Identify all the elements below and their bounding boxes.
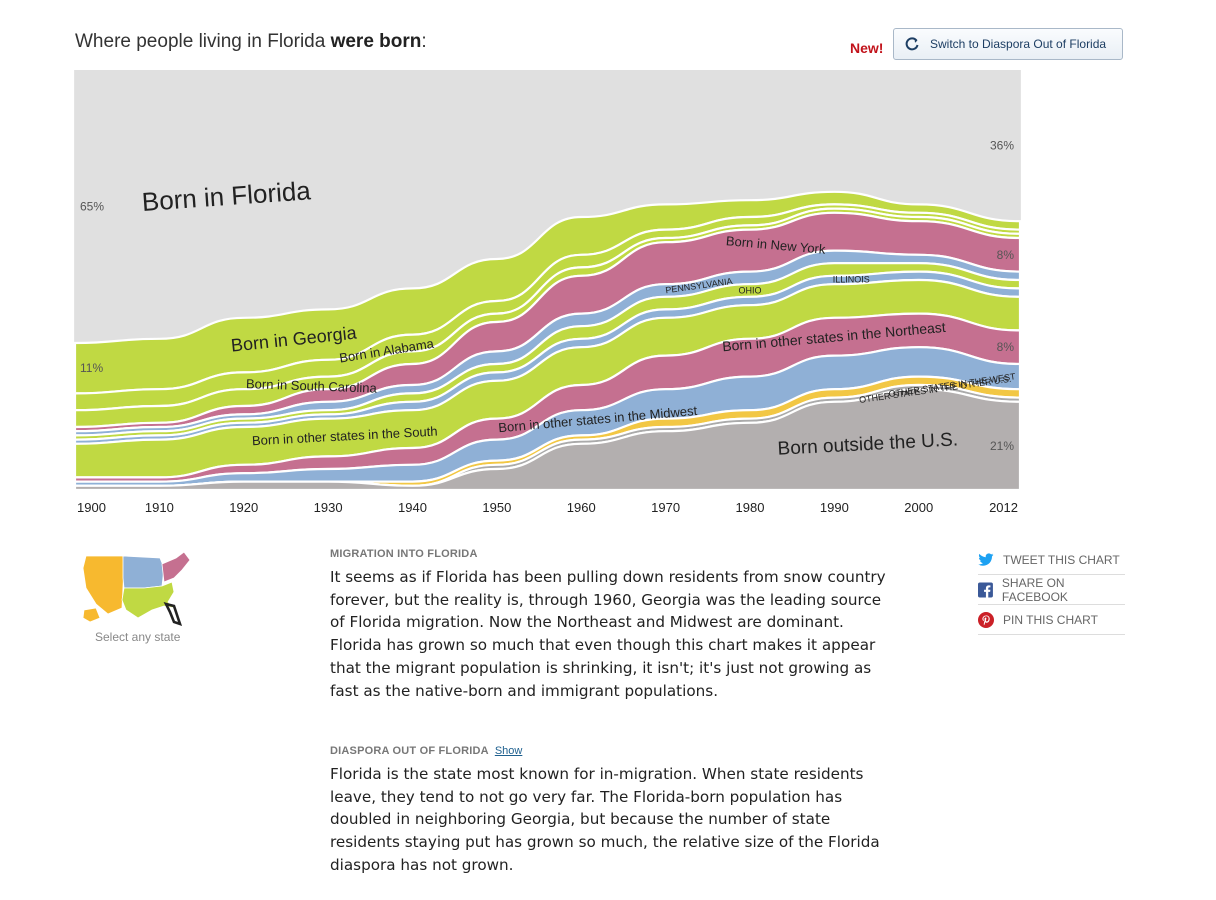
facebook-icon	[978, 582, 993, 597]
annotation-new-york-2012: 8%	[997, 248, 1015, 262]
migration-heading: MIGRATION INTO FLORIDA	[330, 548, 478, 560]
diaspora-heading: DIASPORA OUT OF FLORIDA Show	[330, 745, 522, 757]
map-region-west[interactable]	[82, 555, 125, 615]
title-prefix: Where people living in Florida	[75, 31, 331, 52]
tweet-chart-label: TWEET THIS CHART	[1003, 552, 1120, 567]
state-selector-map[interactable]	[78, 548, 198, 628]
tweet-chart-link[interactable]: TWEET THIS CHART	[978, 545, 1125, 575]
x-tick-label: 1910	[145, 500, 174, 515]
map-region-alaska[interactable]	[82, 607, 101, 623]
x-tick-label: 1900	[77, 500, 106, 515]
diaspora-show-link[interactable]: Show	[494, 745, 523, 757]
title-suffix: :	[421, 31, 427, 52]
x-tick-label: 2012	[989, 500, 1018, 515]
series-label-south-carolina: Born in South Carolina	[246, 376, 378, 396]
series-label-illinois: ILLINOIS	[833, 274, 870, 284]
x-tick-label: 1980	[736, 500, 765, 515]
annotation-georgia-1900: 11%	[80, 361, 103, 375]
tick-layer: 1900 1910 1920 1930 1940 1950 1960 1970 1980 1990…	[77, 500, 1018, 515]
map-region-northeast[interactable]	[161, 551, 191, 583]
annotation-florida-1900: 65%	[80, 200, 104, 214]
x-tick-label: 1990	[820, 500, 849, 515]
x-tick-label: 1950	[482, 500, 511, 515]
switch-view-label: Switch to Diaspora Out of Florida	[930, 37, 1107, 51]
annotation-outside-2012: 21%	[990, 439, 1014, 453]
diaspora-heading-label: DIASPORA OUT OF FLORIDA	[330, 745, 489, 757]
migration-text: It seems as if Florida has been pulling …	[330, 568, 886, 700]
x-tick-label: 1960	[567, 500, 596, 515]
refresh-icon	[905, 37, 919, 51]
pin-chart-link[interactable]: PIN THIS CHART	[978, 605, 1125, 635]
page-title: Where people living in Florida were born…	[75, 31, 427, 53]
pinterest-icon	[978, 611, 994, 628]
stream-born-in-florida[interactable]	[75, 70, 1020, 343]
map-region-midwest[interactable]	[122, 555, 165, 589]
x-tick-label: 2000	[904, 500, 933, 515]
map-region-florida[interactable]	[163, 602, 183, 627]
pin-chart-label: PIN THIS CHART	[1003, 612, 1098, 627]
share-facebook-link[interactable]: SHARE ON FACEBOOK	[978, 575, 1125, 605]
stream-layer[interactable]	[73, 70, 1022, 492]
twitter-icon	[978, 552, 994, 566]
x-tick-label: 1920	[229, 500, 258, 515]
title-strong: were born	[330, 31, 422, 52]
x-tick-label: 1930	[314, 500, 343, 515]
series-label-ohio: OHIO	[738, 286, 761, 296]
switch-view-button[interactable]: Switch to Diaspora Out of Florida	[893, 28, 1123, 60]
diaspora-text: Florida is the state most known for in-m…	[330, 765, 880, 874]
share-facebook-label: SHARE ON FACEBOOK	[1001, 575, 1068, 604]
annotation-florida-2012: 36%	[990, 139, 1014, 153]
annotation-northeast-2012: 8%	[997, 340, 1015, 354]
new-badge: New!	[850, 40, 884, 56]
stream-born-outside-the-u-s[interactable]	[73, 388, 1022, 492]
x-tick-label: 1970	[651, 500, 680, 515]
map-caption: Select any state	[95, 630, 181, 644]
x-tick-label: 1940	[398, 500, 427, 515]
